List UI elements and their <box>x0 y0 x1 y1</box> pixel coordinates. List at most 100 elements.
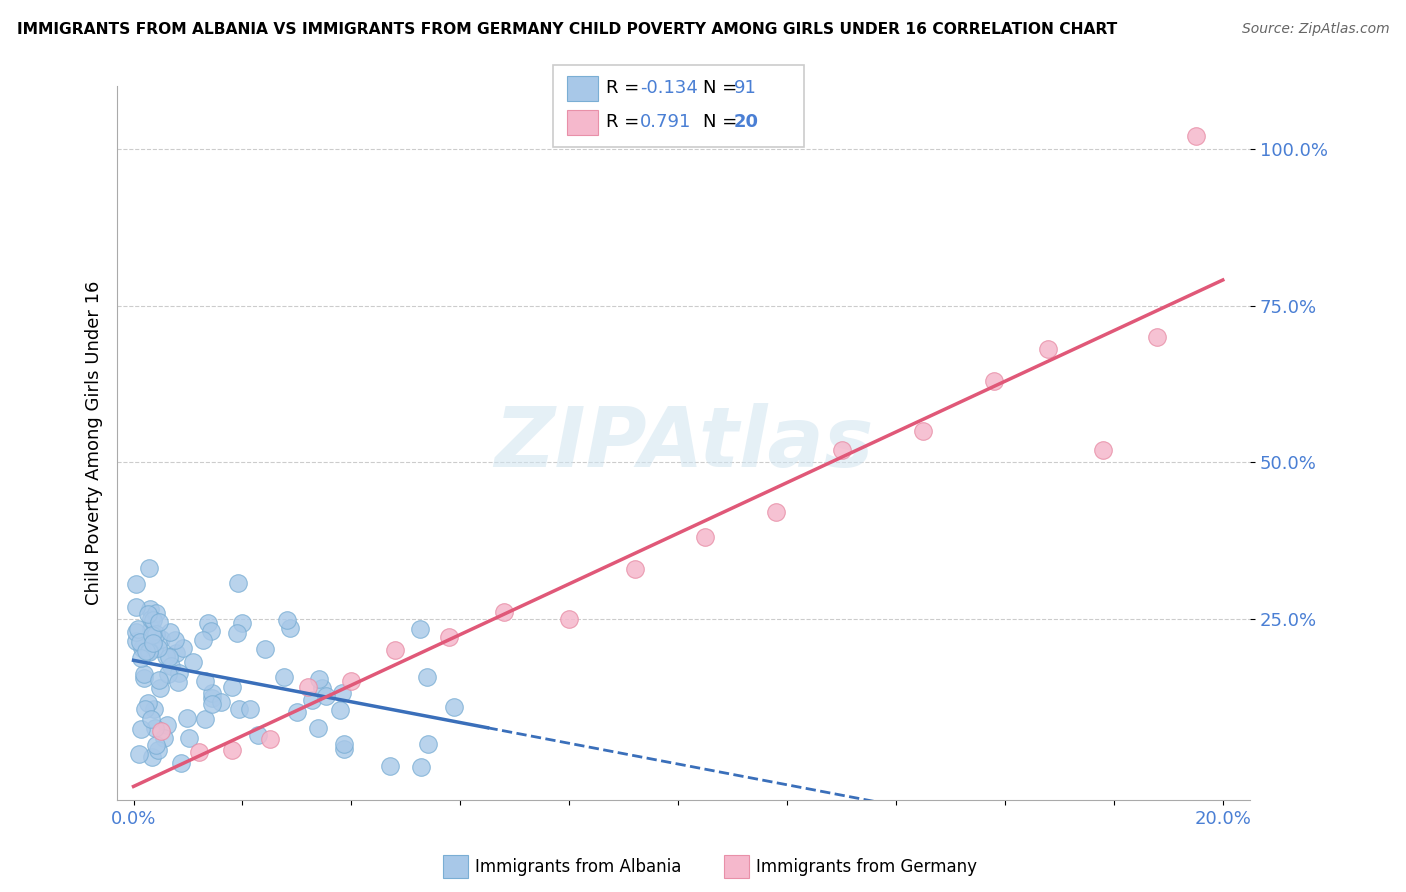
Text: N =: N = <box>703 79 742 97</box>
Text: R =: R = <box>606 79 645 97</box>
Point <box>333 737 356 751</box>
Point <box>148 673 170 687</box>
Point <box>149 724 172 739</box>
Text: 0.791: 0.791 <box>640 113 692 131</box>
Point <box>125 634 148 648</box>
Point <box>187 746 209 760</box>
Point <box>329 702 352 716</box>
Point <box>155 649 177 664</box>
Text: Immigrants from Albania: Immigrants from Albania <box>475 858 682 876</box>
Point <box>308 672 330 686</box>
Text: Immigrants from Germany: Immigrants from Germany <box>756 858 977 876</box>
Point <box>138 645 160 659</box>
Point <box>197 616 219 631</box>
Point <box>983 374 1005 388</box>
Point <box>141 750 163 764</box>
Point <box>301 692 323 706</box>
Point <box>142 702 165 716</box>
Point <box>443 699 465 714</box>
Point <box>148 681 170 696</box>
Point <box>125 624 148 639</box>
Text: -0.134: -0.134 <box>640 79 697 97</box>
Point <box>138 696 160 710</box>
Point <box>228 702 250 716</box>
Point <box>191 633 214 648</box>
Point <box>143 721 166 735</box>
Point <box>276 613 298 627</box>
Point <box>384 643 406 657</box>
Point <box>333 742 356 756</box>
Point <box>340 674 363 689</box>
Point <box>1146 330 1168 344</box>
Point <box>167 666 190 681</box>
Point <box>315 689 337 703</box>
Point <box>209 695 232 709</box>
Point <box>152 731 174 746</box>
Point <box>145 627 167 641</box>
Point <box>273 669 295 683</box>
Point <box>146 640 169 655</box>
Point <box>141 628 163 642</box>
Point <box>1091 442 1114 457</box>
Point <box>221 743 243 757</box>
Point <box>131 722 153 736</box>
Point <box>145 738 167 752</box>
Point <box>127 622 149 636</box>
Point <box>170 756 193 771</box>
Point <box>221 680 243 694</box>
Point <box>131 640 153 655</box>
Point <box>138 644 160 658</box>
Point <box>156 717 179 731</box>
Point <box>150 632 173 646</box>
Point <box>492 606 515 620</box>
Point <box>181 655 204 669</box>
Point <box>297 681 319 695</box>
Point <box>142 636 165 650</box>
Text: 20: 20 <box>734 113 759 131</box>
Point <box>200 624 222 638</box>
Point <box>142 613 165 627</box>
Point <box>311 681 333 695</box>
Point <box>247 728 270 742</box>
Point <box>129 635 152 649</box>
Point <box>194 673 217 688</box>
Text: 91: 91 <box>734 79 756 97</box>
Point <box>411 760 433 774</box>
Point <box>139 712 162 726</box>
Point <box>231 615 253 630</box>
Point <box>259 732 281 747</box>
Point <box>193 712 215 726</box>
Point <box>409 623 432 637</box>
Point <box>141 612 163 626</box>
Text: R =: R = <box>606 113 645 131</box>
Point <box>177 731 200 745</box>
Point <box>157 650 180 665</box>
Point <box>226 576 249 591</box>
Point <box>378 759 401 773</box>
Point <box>143 640 166 655</box>
Text: Source: ZipAtlas.com: Source: ZipAtlas.com <box>1241 22 1389 37</box>
Point <box>132 667 155 681</box>
Point <box>159 625 181 640</box>
Point <box>136 607 159 622</box>
Point <box>439 631 461 645</box>
Point <box>695 530 717 544</box>
Point <box>831 442 853 457</box>
Point <box>765 505 787 519</box>
Point <box>139 601 162 615</box>
Point <box>165 647 187 661</box>
Point <box>146 743 169 757</box>
Point <box>226 626 249 640</box>
Point <box>125 600 148 615</box>
Point <box>132 671 155 685</box>
Point <box>912 424 935 438</box>
Point <box>145 607 167 621</box>
Text: IMMIGRANTS FROM ALBANIA VS IMMIGRANTS FROM GERMANY CHILD POVERTY AMONG GIRLS UND: IMMIGRANTS FROM ALBANIA VS IMMIGRANTS FR… <box>17 22 1118 37</box>
Point <box>166 674 188 689</box>
Point <box>253 641 276 656</box>
Text: ZIPAtlas: ZIPAtlas <box>494 403 873 483</box>
Point <box>159 658 181 673</box>
Point <box>135 644 157 658</box>
Point <box>415 670 437 684</box>
Point <box>1038 343 1060 357</box>
